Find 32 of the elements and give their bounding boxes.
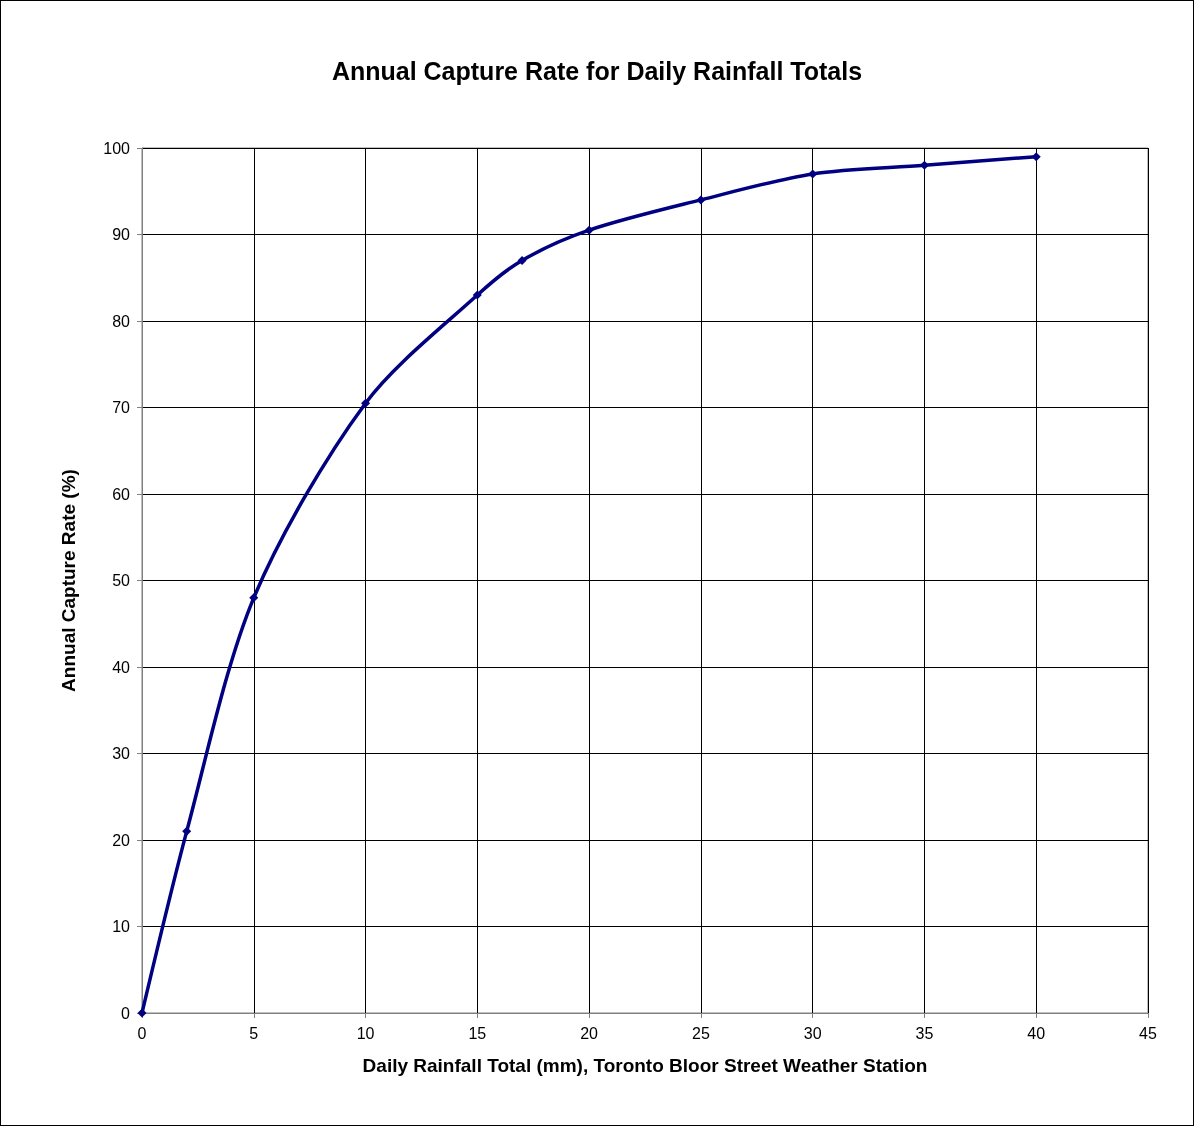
y-axis-title: Annual Capture Rate (%) (58, 469, 79, 692)
y-tick-label: 70 (112, 399, 131, 416)
y-tick-label: 0 (121, 1004, 131, 1022)
x-tick-label: 35 (915, 1024, 934, 1042)
y-tick-label: 60 (112, 485, 131, 503)
point (696, 195, 706, 205)
y-tick-label: 40 (112, 658, 131, 676)
y-tick-label: 50 (112, 572, 131, 589)
y-tick-label: 90 (112, 226, 131, 243)
point (1031, 152, 1041, 162)
x-tick-label: 30 (803, 1024, 822, 1042)
point (584, 225, 594, 235)
x-axis-title: Daily Rainfall Total (mm), Toronto Bloor Street Weather Station (362, 1055, 928, 1076)
y-tick-label: 80 (112, 312, 131, 330)
y-tick-label: 100 (103, 139, 131, 157)
y-tick-label: 10 (112, 918, 131, 935)
y-tick-label: 20 (112, 831, 131, 849)
point (517, 255, 527, 265)
x-tick-label: 25 (691, 1024, 710, 1042)
chart-title: Annual Capture Rate for Daily Rainfall Totals (331, 56, 863, 85)
point (182, 826, 192, 836)
x-tick-label: 45 (1139, 1024, 1157, 1042)
x-tick-label: 15 (468, 1024, 487, 1042)
x-tick-label: 0 (137, 1024, 147, 1042)
x-tick-label: 20 (580, 1024, 599, 1042)
y-tick-label: 30 (112, 745, 131, 762)
point (249, 593, 259, 603)
point (472, 290, 482, 300)
x-tick-label: 10 (356, 1024, 375, 1042)
x-tick-label: 5 (249, 1024, 259, 1042)
point (361, 398, 371, 408)
x-tick-label: 40 (1027, 1024, 1046, 1042)
